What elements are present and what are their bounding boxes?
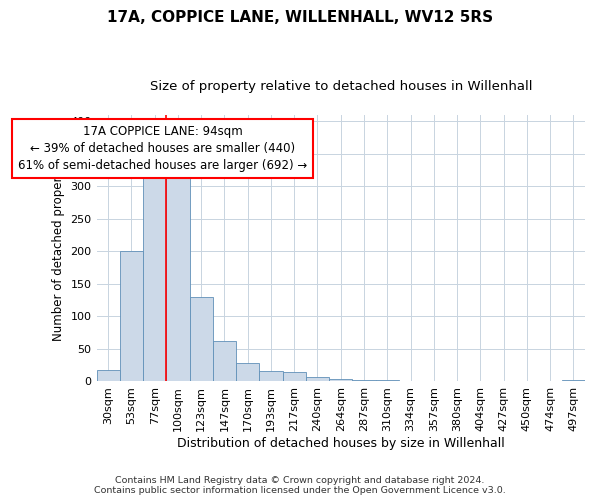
Title: Size of property relative to detached houses in Willenhall: Size of property relative to detached ho… xyxy=(149,80,532,93)
Bar xyxy=(143,167,166,382)
Text: 17A COPPICE LANE: 94sqm
← 39% of detached houses are smaller (440)
61% of semi-d: 17A COPPICE LANE: 94sqm ← 39% of detache… xyxy=(18,124,307,172)
Bar xyxy=(120,252,143,382)
Bar xyxy=(445,381,469,382)
Bar xyxy=(166,167,190,382)
X-axis label: Distribution of detached houses by size in Willenhall: Distribution of detached houses by size … xyxy=(177,437,505,450)
Bar xyxy=(329,379,352,382)
Bar xyxy=(399,381,422,382)
Bar xyxy=(190,297,213,382)
Bar xyxy=(376,380,399,382)
Bar xyxy=(306,377,329,382)
Y-axis label: Number of detached properties: Number of detached properties xyxy=(52,155,65,341)
Text: 17A, COPPICE LANE, WILLENHALL, WV12 5RS: 17A, COPPICE LANE, WILLENHALL, WV12 5RS xyxy=(107,10,493,25)
Bar xyxy=(283,372,306,382)
Text: Contains HM Land Registry data © Crown copyright and database right 2024.
Contai: Contains HM Land Registry data © Crown c… xyxy=(94,476,506,495)
Bar xyxy=(562,380,585,382)
Bar xyxy=(352,380,376,382)
Bar xyxy=(236,364,259,382)
Bar xyxy=(213,341,236,382)
Bar xyxy=(259,371,283,382)
Bar xyxy=(515,381,538,382)
Bar xyxy=(97,370,120,382)
